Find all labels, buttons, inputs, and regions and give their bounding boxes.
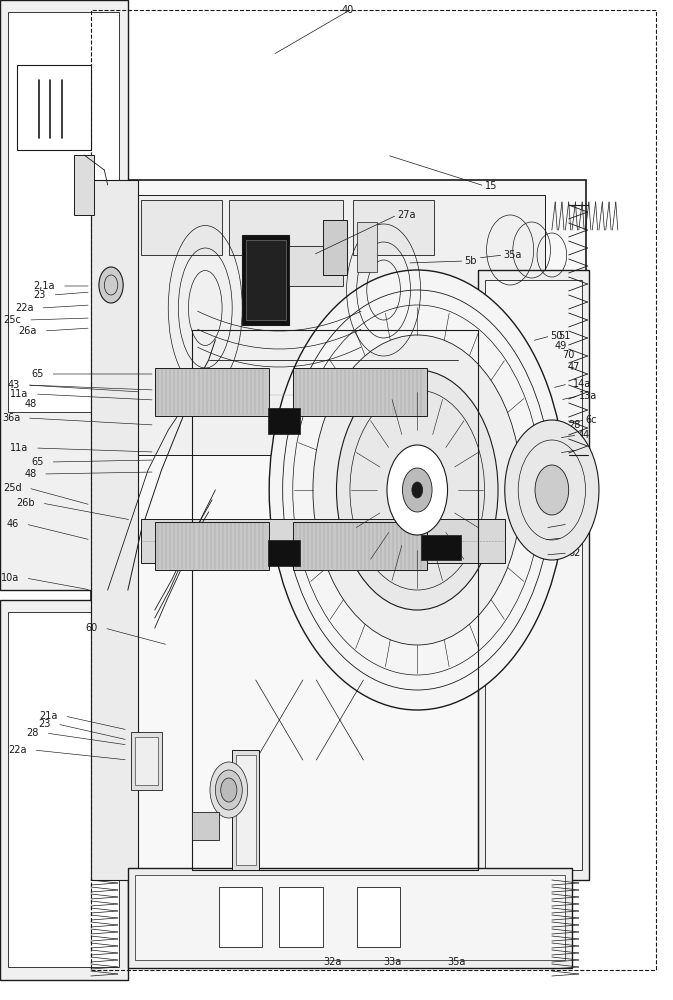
Text: 33a: 33a	[384, 957, 402, 967]
Bar	[232, 750, 259, 870]
Bar	[8, 612, 119, 967]
Text: 22a: 22a	[9, 745, 27, 755]
Text: 62: 62	[568, 548, 580, 558]
Text: 60: 60	[85, 623, 98, 633]
Bar	[246, 240, 286, 320]
Circle shape	[402, 468, 432, 512]
Bar	[141, 200, 222, 255]
Bar	[8, 12, 119, 412]
Bar	[357, 887, 400, 947]
Text: 46: 46	[7, 519, 19, 529]
Bar	[323, 220, 347, 275]
Bar	[128, 195, 545, 455]
Text: 28: 28	[568, 420, 580, 430]
Bar	[192, 812, 219, 840]
Bar	[131, 732, 162, 790]
Text: 11a: 11a	[10, 389, 28, 399]
Text: 30a: 30a	[563, 533, 581, 543]
Bar	[268, 540, 300, 566]
Text: 25c: 25c	[3, 315, 22, 325]
Text: 23: 23	[34, 290, 46, 300]
Circle shape	[215, 770, 242, 810]
Text: 28: 28	[568, 465, 580, 475]
Text: 25d: 25d	[3, 483, 22, 493]
Text: 51: 51	[559, 331, 571, 341]
Text: 70: 70	[563, 487, 575, 497]
Text: 32a: 32a	[323, 957, 341, 967]
Bar	[135, 875, 565, 960]
Bar	[155, 522, 269, 570]
Bar	[0, 600, 128, 980]
Circle shape	[210, 762, 248, 818]
Text: 35a: 35a	[503, 250, 522, 260]
Bar	[229, 200, 343, 255]
Bar	[353, 200, 434, 255]
Text: 36a: 36a	[2, 413, 20, 423]
Text: 26a: 26a	[19, 326, 37, 336]
Bar	[268, 408, 300, 434]
Circle shape	[336, 370, 498, 610]
Bar	[236, 755, 256, 865]
Bar	[74, 155, 94, 215]
Text: 5b: 5b	[464, 256, 477, 266]
Text: 65: 65	[32, 457, 44, 467]
Bar	[293, 368, 427, 416]
Bar	[91, 180, 138, 880]
Text: 28: 28	[27, 728, 39, 738]
Bar	[219, 887, 262, 947]
Text: 35a: 35a	[448, 957, 466, 967]
Circle shape	[99, 267, 123, 303]
Bar	[141, 519, 505, 563]
Bar	[128, 868, 572, 968]
Bar	[357, 222, 377, 272]
Circle shape	[535, 465, 569, 515]
Text: 2,1a: 2,1a	[34, 281, 55, 291]
Text: 48: 48	[24, 399, 36, 409]
Text: 23: 23	[38, 719, 50, 729]
Circle shape	[505, 420, 599, 560]
Text: 11a: 11a	[10, 443, 28, 453]
Text: 22a: 22a	[15, 303, 34, 313]
Circle shape	[269, 270, 565, 710]
Text: 47a: 47a	[575, 476, 593, 486]
Circle shape	[313, 335, 522, 645]
Circle shape	[221, 778, 237, 802]
Text: 21a: 21a	[40, 711, 58, 721]
Bar	[155, 368, 269, 416]
Bar	[421, 535, 461, 560]
Bar	[91, 180, 586, 880]
Bar	[135, 737, 158, 785]
Text: 6c: 6c	[586, 415, 597, 425]
Circle shape	[412, 482, 423, 498]
Text: 49: 49	[555, 341, 567, 351]
Text: 40: 40	[342, 5, 354, 15]
Bar	[0, 0, 128, 590]
Bar	[478, 270, 589, 880]
Text: 50: 50	[551, 331, 563, 341]
Text: 15: 15	[485, 181, 497, 191]
Text: 44: 44	[577, 430, 590, 440]
Text: 48: 48	[24, 469, 36, 479]
Text: 65: 65	[32, 369, 44, 379]
Bar	[242, 235, 289, 325]
Circle shape	[387, 445, 448, 535]
Bar	[293, 522, 427, 570]
Text: 45: 45	[577, 445, 590, 455]
Bar	[485, 280, 582, 870]
Text: 13a: 13a	[579, 391, 597, 401]
Bar	[279, 887, 323, 947]
Bar	[289, 246, 343, 286]
Text: 31a: 31a	[568, 519, 586, 529]
Text: 27a: 27a	[397, 210, 415, 220]
Text: 26b: 26b	[16, 498, 35, 508]
Text: 10a: 10a	[1, 573, 19, 583]
Text: 70: 70	[563, 350, 575, 360]
Text: 14a: 14a	[573, 379, 592, 389]
Bar	[17, 65, 91, 150]
Bar	[91, 10, 656, 970]
Text: 43: 43	[8, 380, 20, 390]
Text: 47: 47	[568, 362, 580, 372]
